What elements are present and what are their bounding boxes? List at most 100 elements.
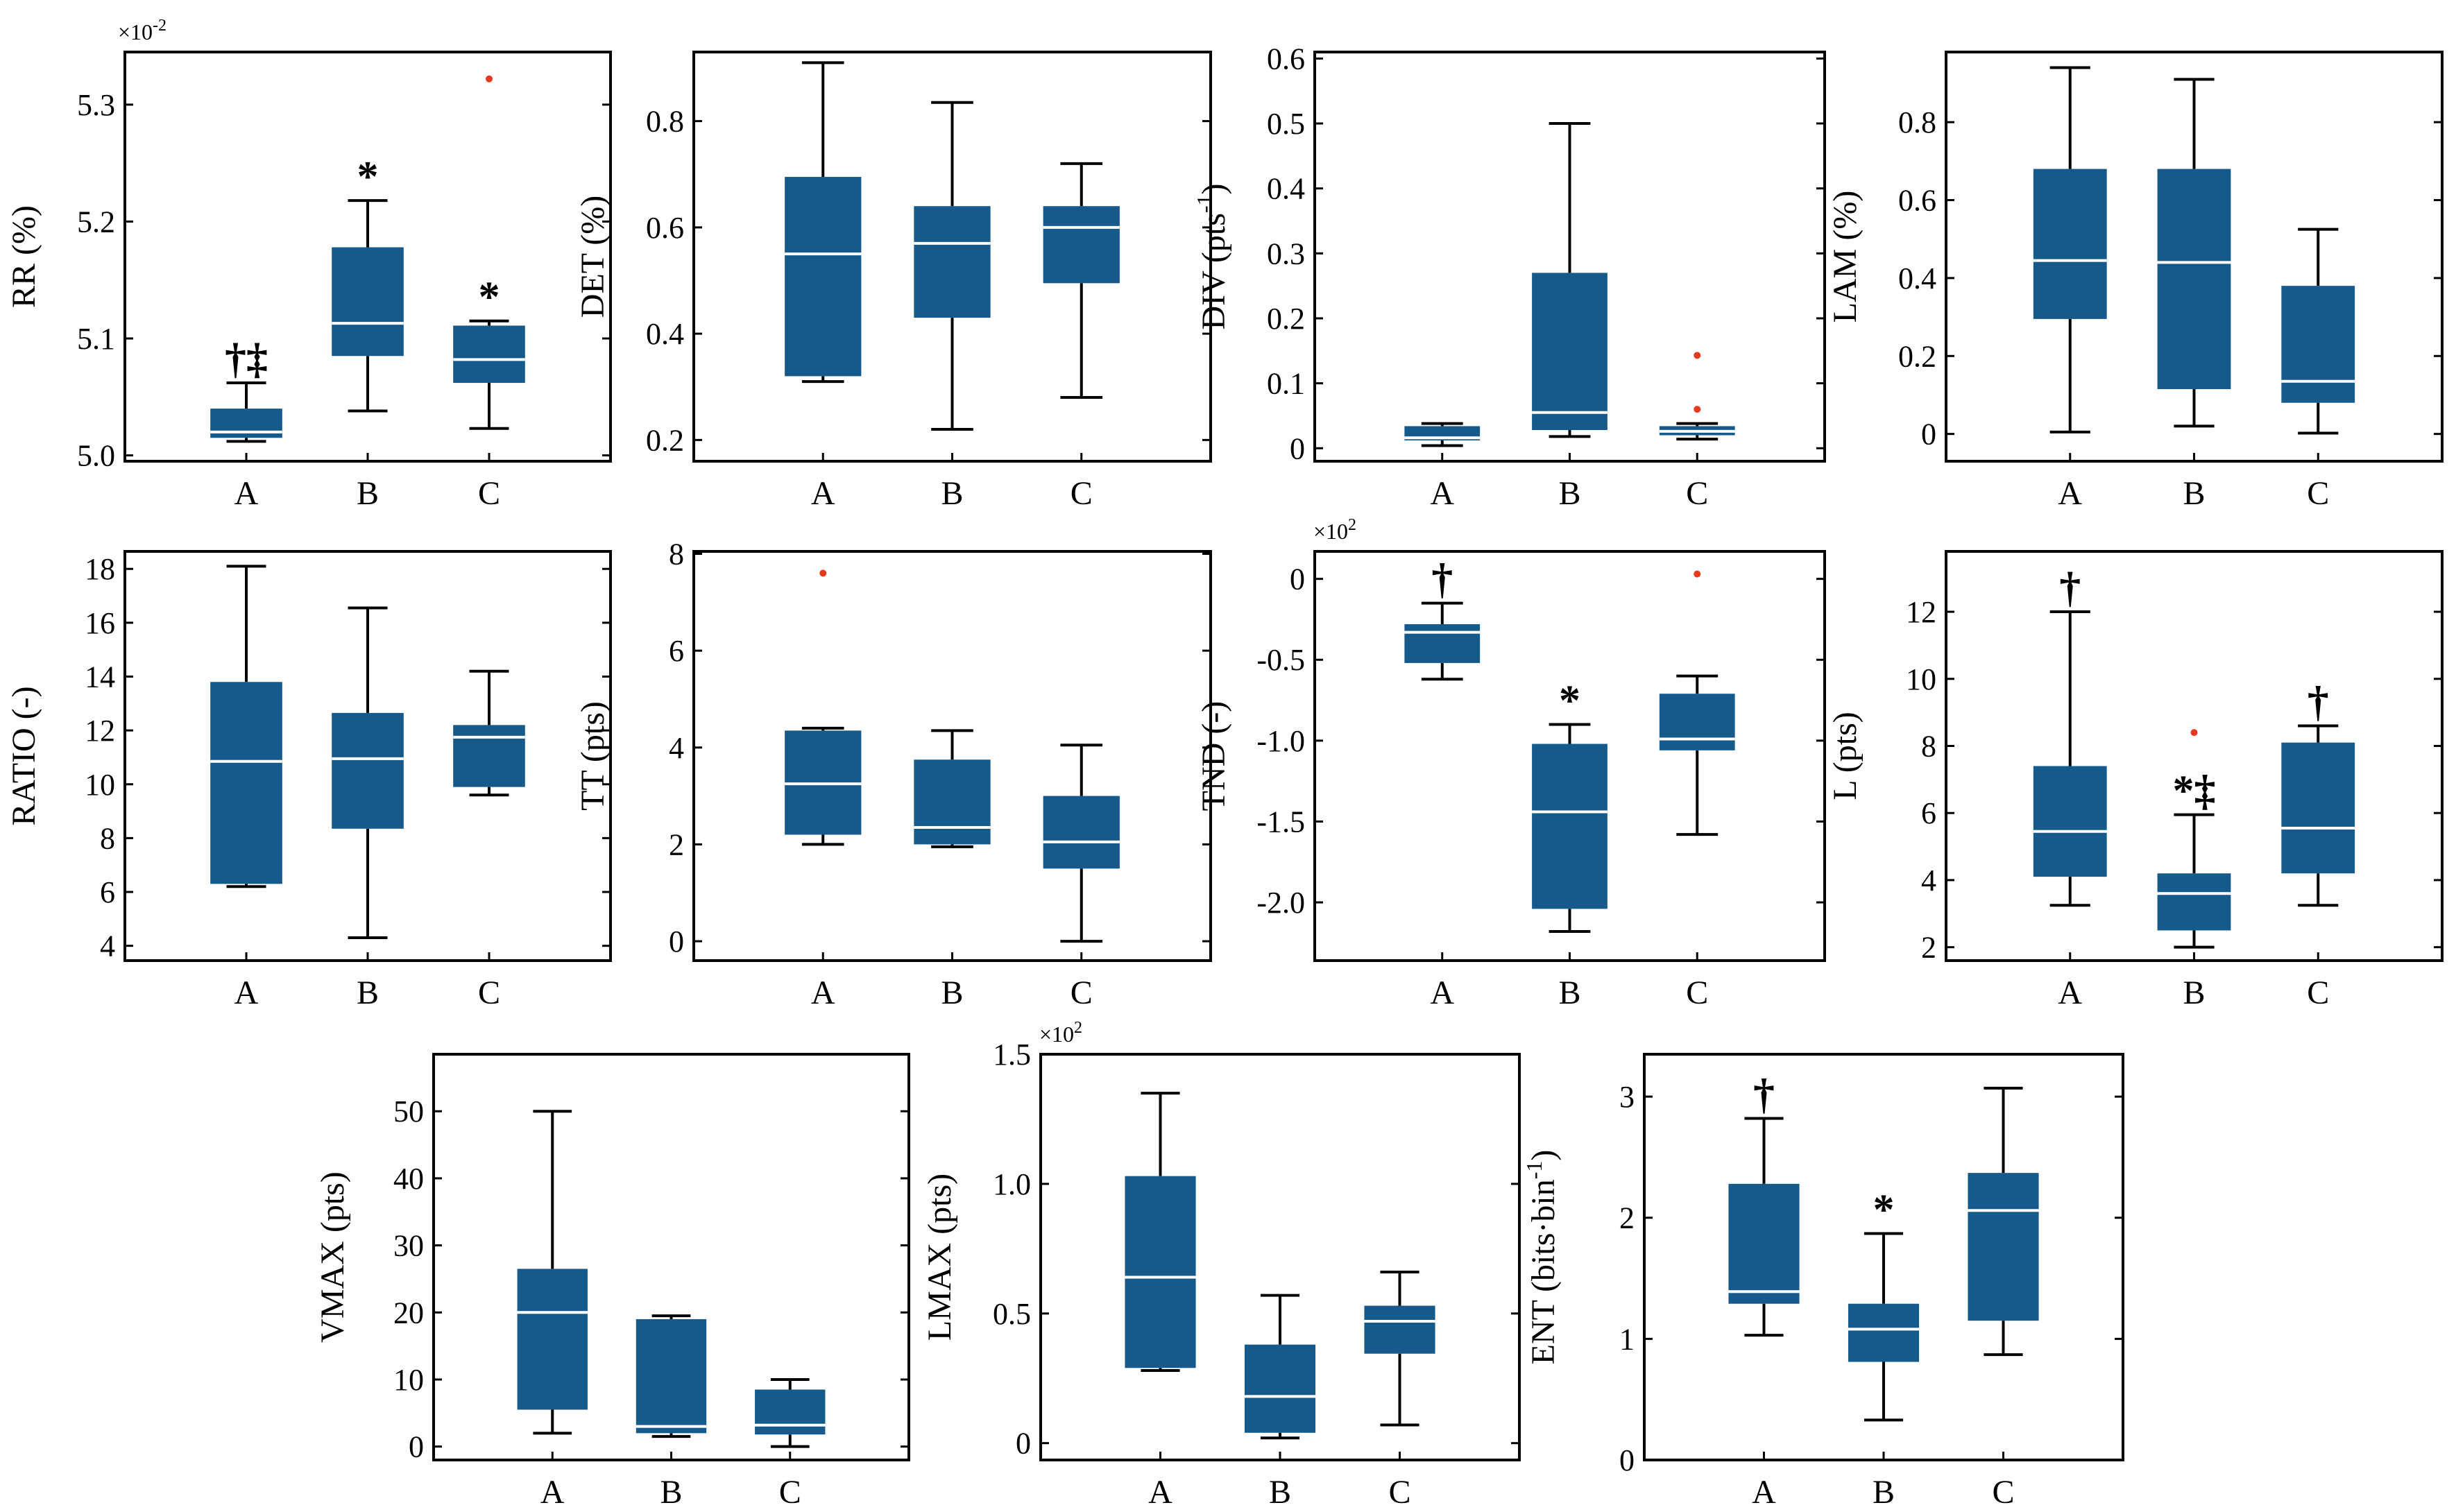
l-category-label-A: A bbox=[2058, 974, 2082, 1011]
ent-category-label-A: A bbox=[1752, 1474, 1776, 1511]
det-box-A bbox=[785, 177, 862, 377]
det-ytick-label: 0.2 bbox=[646, 423, 684, 457]
det-ytick-label: 0.8 bbox=[646, 105, 684, 139]
vmax-ylabel: VMAX (pts) bbox=[314, 1171, 351, 1343]
ratio-category-label-B: B bbox=[357, 974, 379, 1011]
det-box-C bbox=[1043, 206, 1120, 284]
ent-plot-frame bbox=[1643, 1053, 2124, 1461]
lmax-box-C bbox=[1364, 1305, 1435, 1354]
lam-category-label-C: C bbox=[2307, 475, 2329, 512]
rr-annotation-A: †‡ bbox=[225, 336, 268, 383]
tt-ytick-label: 4 bbox=[669, 731, 684, 765]
div-ytick-label: 0.4 bbox=[1267, 172, 1305, 206]
rr-category-label-A: A bbox=[234, 475, 259, 512]
det-ylabel: DET (%) bbox=[574, 196, 611, 318]
lmax-exponent-label: ×102 bbox=[1039, 1019, 1082, 1047]
l-ytick-label: 8 bbox=[1921, 729, 1936, 763]
det-category-label-B: B bbox=[941, 475, 963, 512]
div-ytick-label: 0.1 bbox=[1267, 367, 1305, 401]
panel-ratio: 4 6 8 10 12 14 16 18 A B C RATIO (-) bbox=[6, 550, 612, 1011]
panel-ent: 0 1 2 3 † A * B C ENT (bits·bin-1) bbox=[1521, 1053, 2124, 1511]
panel-tnd: 0 -0.5 -1.0 -1.5 -2.0 † A * B C TND (-) ×102 bbox=[1195, 516, 1826, 1011]
tnd-ylabel: TND (-) bbox=[1195, 701, 1232, 811]
ratio-category-label-C: C bbox=[478, 974, 500, 1011]
lmax-ytick-label: 1.5 bbox=[993, 1038, 1031, 1072]
rr-exponent-label: ×10-2 bbox=[118, 17, 167, 44]
ent-category-label-C: C bbox=[1992, 1474, 2014, 1511]
ratio-ytick-label: 12 bbox=[85, 714, 115, 748]
rr-box-B bbox=[332, 247, 404, 356]
tnd-exponent-label: ×102 bbox=[1313, 516, 1356, 544]
det-plot-frame bbox=[692, 51, 1212, 463]
tt-category-label-B: B bbox=[941, 974, 963, 1011]
l-ytick-label: 10 bbox=[1906, 662, 1936, 696]
det-category-label-C: C bbox=[1071, 475, 1093, 512]
tt-ytick-label: 8 bbox=[669, 537, 684, 571]
panel-rr: 5.0 5.1 5.2 5.3 †‡ A * B * C RR (%) ×10-2 bbox=[6, 17, 612, 512]
lmax-category-label-A: A bbox=[1148, 1474, 1172, 1511]
det-box-B bbox=[914, 206, 991, 318]
l-category-label-B: B bbox=[2183, 974, 2205, 1011]
rr-ylabel: RR (%) bbox=[6, 205, 42, 308]
l-category-label-C: C bbox=[2307, 974, 2329, 1011]
tnd-annotation-B: * bbox=[1559, 678, 1580, 725]
tt-category-label-A: A bbox=[811, 974, 835, 1011]
l-plot-frame bbox=[1945, 550, 2444, 962]
tnd-ytick-label: 0 bbox=[1290, 562, 1305, 596]
vmax-box-A bbox=[517, 1269, 588, 1410]
ratio-box-A bbox=[210, 682, 282, 884]
lam-category-label-B: B bbox=[2183, 475, 2205, 512]
tnd-category-label-C: C bbox=[1686, 974, 1708, 1011]
ent-ytick-label: 1 bbox=[1619, 1322, 1635, 1356]
lmax-category-label-C: C bbox=[1388, 1474, 1410, 1511]
tnd-ytick-label: -1.5 bbox=[1256, 805, 1305, 839]
ent-box-A bbox=[1728, 1183, 1800, 1304]
lmax-ytick-label: 0.5 bbox=[993, 1297, 1031, 1331]
l-annotation-A: † bbox=[2059, 565, 2081, 612]
ratio-box-C bbox=[453, 725, 525, 787]
ratio-ylabel: RATIO (-) bbox=[6, 686, 42, 825]
div-box-B bbox=[1532, 273, 1608, 431]
div-ytick-label: 0.2 bbox=[1267, 302, 1305, 336]
tnd-ytick-label: -1.0 bbox=[1256, 724, 1305, 758]
ratio-ytick-label: 16 bbox=[85, 606, 115, 640]
rr-outlier-C-0 bbox=[486, 75, 493, 83]
lam-plot-frame bbox=[1945, 51, 2444, 463]
l-annotation-B: *‡ bbox=[2173, 768, 2216, 815]
lam-box-C bbox=[2281, 286, 2355, 403]
l-ytick-label: 2 bbox=[1921, 931, 1936, 965]
ratio-ytick-label: 8 bbox=[100, 821, 115, 855]
div-ytick-label: 0 bbox=[1290, 431, 1305, 465]
ent-ylabel: ENT (bits·bin-1) bbox=[1521, 1150, 1562, 1365]
lam-box-B bbox=[2157, 169, 2231, 390]
panel-lam: 0 0.2 0.4 0.6 0.8 A B C LAM (%) bbox=[1827, 51, 2444, 512]
lam-ytick-label: 0.6 bbox=[1898, 184, 1936, 218]
div-outlier-C-1 bbox=[1694, 406, 1701, 413]
panel-div: 0 0.1 0.2 0.3 0.4 0.5 0.6 A B C DIV (pts-1) bbox=[1192, 42, 1826, 512]
ratio-plot-frame bbox=[123, 550, 612, 962]
tnd-box-B bbox=[1532, 744, 1608, 909]
lam-ylabel: LAM (%) bbox=[1827, 191, 1864, 323]
panel-tt: 0 2 4 6 8 A B C TT (pts) bbox=[574, 537, 1212, 1011]
ent-box-C bbox=[1968, 1173, 2039, 1321]
tt-ytick-label: 0 bbox=[669, 925, 684, 959]
l-ytick-label: 6 bbox=[1921, 796, 1936, 830]
vmax-ytick-label: 40 bbox=[393, 1162, 424, 1196]
lmax-ytick-label: 0 bbox=[1016, 1427, 1031, 1461]
ratio-ytick-label: 14 bbox=[85, 660, 115, 694]
vmax-category-label-B: B bbox=[660, 1474, 682, 1511]
tnd-annotation-A: † bbox=[1431, 556, 1453, 603]
tt-category-label-C: C bbox=[1071, 974, 1093, 1011]
ent-box-B bbox=[1848, 1303, 1920, 1362]
l-annotation-C: † bbox=[2308, 678, 2329, 725]
vmax-category-label-A: A bbox=[540, 1474, 565, 1511]
rr-box-C bbox=[453, 325, 525, 384]
panel-lmax: 0 0.5 1.0 1.5 A B C LMAX (pts) ×102 bbox=[921, 1019, 1521, 1511]
panel-l: 2 4 6 8 10 12 † A *‡ B † C L (pts) bbox=[1827, 550, 2444, 1011]
ent-ytick-label: 3 bbox=[1619, 1080, 1635, 1114]
ent-annotation-A: † bbox=[1753, 1072, 1775, 1119]
lmax-ylabel: LMAX (pts) bbox=[921, 1174, 958, 1341]
vmax-ytick-label: 50 bbox=[393, 1094, 424, 1128]
rr-category-label-B: B bbox=[357, 475, 379, 512]
